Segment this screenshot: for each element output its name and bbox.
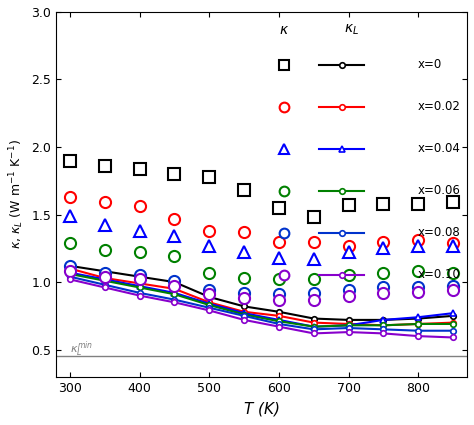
Text: x=0.10: x=0.10 [418,268,461,281]
Text: $\kappa_L$: $\kappa_L$ [345,23,359,37]
Text: x=0.02: x=0.02 [418,100,461,113]
Y-axis label: $\kappa$, $\kappa_L$ (W m$^{-1}$ K$^{-1}$): $\kappa$, $\kappa_L$ (W m$^{-1}$ K$^{-1}… [7,139,26,249]
Text: x=0.04: x=0.04 [418,142,461,155]
X-axis label: $T$ (K): $T$ (K) [243,400,280,418]
Text: x=0.06: x=0.06 [418,184,461,197]
Text: x=0.08: x=0.08 [418,226,460,239]
Text: $\kappa$: $\kappa$ [279,23,289,37]
Text: $\kappa_L^{min}$: $\kappa_L^{min}$ [70,340,93,360]
Text: x=0: x=0 [418,58,442,71]
